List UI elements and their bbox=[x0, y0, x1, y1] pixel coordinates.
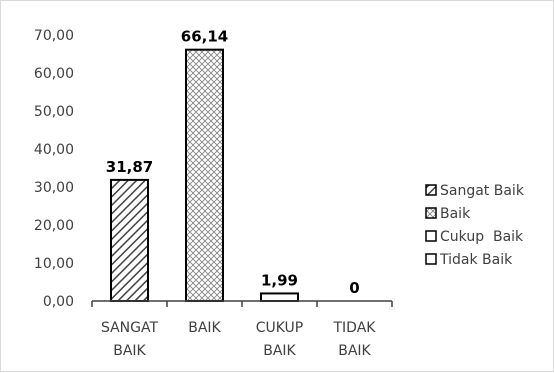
legend-swatch bbox=[425, 230, 437, 242]
y-tick-label: 10,00 bbox=[34, 256, 74, 272]
y-tick-label: 60,00 bbox=[34, 66, 74, 82]
legend-swatch bbox=[425, 207, 437, 219]
category-labels: SANGAT BAIK BAIK CUKUP BAIK TIDAK BAIK bbox=[101, 320, 376, 359]
category-label-line: TIDAK bbox=[333, 320, 377, 336]
legend: Sangat Baik Baik Cukup Baik Tidak Baik bbox=[425, 183, 525, 268]
category-label-line: CUKUP bbox=[256, 320, 304, 336]
category-label-line: BAIK bbox=[188, 320, 221, 336]
data-labels: 31,87 66,14 1,99 0 bbox=[106, 28, 360, 297]
data-label: 66,14 bbox=[181, 28, 228, 46]
category-label: SANGAT BAIK bbox=[101, 320, 159, 359]
category-label: TIDAK BAIK bbox=[333, 320, 377, 359]
category-label-line: BAIK bbox=[263, 343, 296, 359]
y-axis-ticks: 0,00 10,00 20,00 30,00 40,00 50,00 60,00 70,00 bbox=[34, 28, 74, 310]
category-label: CUKUP BAIK bbox=[256, 320, 304, 359]
category-label: BAIK bbox=[188, 320, 221, 336]
legend-label: Sangat Baik bbox=[440, 183, 525, 199]
data-label: 0 bbox=[349, 279, 359, 297]
legend-label: Baik bbox=[440, 206, 471, 222]
y-tick-label: 40,00 bbox=[34, 142, 74, 158]
bar bbox=[185, 48, 224, 302]
category-label-line: SANGAT bbox=[101, 320, 159, 336]
y-tick-label: 70,00 bbox=[34, 28, 74, 44]
y-tick-label: 0,00 bbox=[43, 294, 74, 310]
category-label-line: BAIK bbox=[113, 343, 146, 359]
y-tick-label: 50,00 bbox=[34, 104, 74, 120]
bars bbox=[110, 48, 299, 302]
data-label: 1,99 bbox=[261, 271, 298, 289]
legend-label: Cukup Baik bbox=[440, 229, 524, 245]
bar bbox=[260, 292, 299, 302]
y-tick-label: 30,00 bbox=[34, 180, 74, 196]
y-tick-label: 20,00 bbox=[34, 218, 74, 234]
legend-label: Tidak Baik bbox=[439, 252, 513, 268]
data-label: 31,87 bbox=[106, 158, 153, 176]
legend-swatch bbox=[425, 184, 437, 196]
category-label-line: BAIK bbox=[338, 343, 371, 359]
legend-swatch bbox=[425, 253, 437, 265]
bar bbox=[110, 178, 149, 302]
x-axis-tickmarks bbox=[91, 301, 393, 307]
